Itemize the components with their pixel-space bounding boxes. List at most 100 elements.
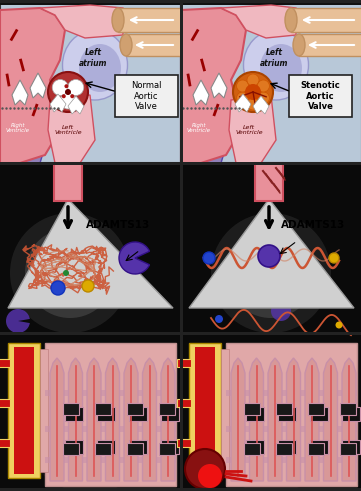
Circle shape (48, 72, 88, 112)
Polygon shape (181, 95, 231, 163)
Bar (226, 343, 357, 486)
Bar (181, 163, 361, 333)
Ellipse shape (79, 44, 121, 92)
Polygon shape (268, 358, 282, 481)
Polygon shape (12, 80, 28, 105)
Polygon shape (221, 5, 296, 38)
Circle shape (258, 245, 280, 267)
Bar (0, 163, 181, 333)
Circle shape (233, 72, 273, 112)
Polygon shape (235, 94, 251, 112)
Bar (0, 333, 181, 491)
Bar (161, 408, 179, 421)
Circle shape (236, 388, 306, 458)
Wedge shape (6, 309, 30, 333)
Bar (159, 443, 175, 455)
Bar (0, 0, 181, 5)
Circle shape (221, 373, 321, 473)
Circle shape (236, 80, 249, 92)
Ellipse shape (120, 34, 132, 56)
Bar (181, 0, 361, 5)
Ellipse shape (62, 30, 127, 100)
Circle shape (10, 213, 130, 333)
Bar (129, 440, 147, 454)
Bar (308, 443, 324, 455)
Ellipse shape (112, 8, 124, 32)
Bar (221, 349, 229, 472)
Circle shape (40, 243, 100, 303)
Text: ADAMTS13: ADAMTS13 (281, 220, 345, 230)
Bar (97, 440, 115, 454)
Bar (63, 403, 79, 415)
Bar (54, 163, 82, 201)
Ellipse shape (293, 34, 305, 56)
Circle shape (335, 322, 343, 328)
Polygon shape (229, 95, 276, 163)
Polygon shape (68, 96, 84, 114)
Text: Left
Ventricle: Left Ventricle (235, 125, 263, 136)
Bar (45, 457, 176, 464)
Bar (342, 440, 360, 454)
Circle shape (20, 353, 160, 491)
Text: Left
Ventricle: Left Ventricle (54, 125, 82, 136)
Text: Normal
Aortic
Valve: Normal Aortic Valve (131, 81, 162, 111)
Circle shape (271, 301, 291, 321)
Circle shape (236, 92, 249, 104)
Bar (342, 408, 360, 421)
Ellipse shape (244, 30, 309, 100)
Polygon shape (124, 358, 138, 481)
Bar (45, 390, 176, 396)
Ellipse shape (285, 8, 297, 32)
Circle shape (241, 243, 301, 303)
Polygon shape (323, 358, 338, 481)
Circle shape (257, 92, 269, 104)
Circle shape (247, 98, 259, 110)
Polygon shape (211, 73, 227, 98)
Bar (310, 440, 328, 454)
Bar (115, 75, 178, 117)
Polygon shape (143, 358, 157, 481)
Bar (129, 408, 147, 421)
Polygon shape (40, 5, 123, 38)
Circle shape (201, 353, 341, 491)
Polygon shape (161, 358, 175, 481)
Polygon shape (8, 199, 173, 308)
Bar (65, 440, 83, 454)
Polygon shape (0, 8, 65, 163)
Bar (8, 343, 40, 478)
Bar (159, 403, 175, 415)
Bar (181, 0, 361, 163)
Bar (226, 426, 357, 432)
Text: ADAMTS13: ADAMTS13 (86, 220, 150, 230)
Ellipse shape (260, 44, 302, 92)
Bar (0, 488, 361, 491)
Circle shape (40, 373, 140, 473)
Bar (161, 440, 179, 454)
Bar (0, 0, 181, 163)
Bar (244, 403, 260, 415)
Polygon shape (299, 34, 361, 56)
Circle shape (68, 80, 84, 96)
Circle shape (82, 280, 94, 292)
Circle shape (60, 93, 76, 109)
Circle shape (185, 449, 225, 489)
Text: Right
Ventricle: Right Ventricle (187, 123, 211, 134)
Circle shape (65, 89, 71, 95)
Polygon shape (253, 96, 269, 114)
Bar (310, 408, 328, 421)
Circle shape (247, 74, 259, 86)
Bar (181, 333, 361, 491)
Circle shape (211, 213, 331, 333)
Text: Left
atrium: Left atrium (260, 48, 288, 68)
Circle shape (55, 388, 125, 458)
Circle shape (63, 270, 69, 276)
Circle shape (70, 94, 74, 98)
Bar (226, 457, 357, 464)
Bar (308, 403, 324, 415)
Polygon shape (0, 50, 48, 130)
Bar (177, 399, 191, 407)
Bar (95, 403, 111, 415)
Bar (97, 408, 115, 421)
Polygon shape (181, 8, 246, 163)
Polygon shape (189, 199, 354, 308)
